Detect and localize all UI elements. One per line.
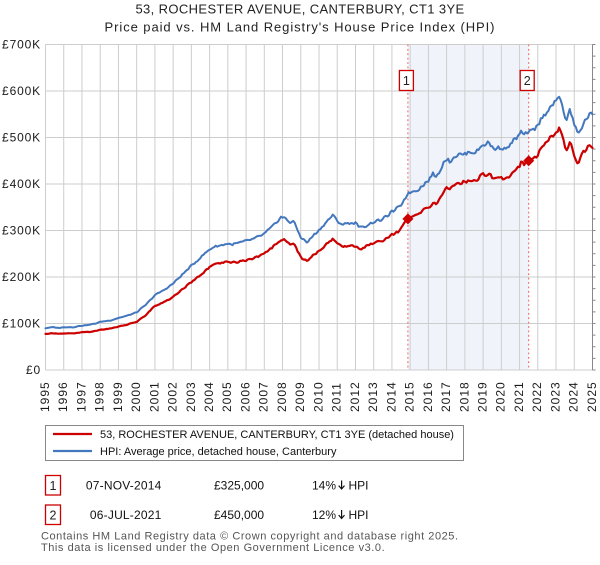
svg-text:2021: 2021 [512, 381, 526, 412]
svg-text:HPI: Average price, detached h: HPI: Average price, detached house, Cant… [100, 446, 337, 458]
svg-text:£450,000: £450,000 [214, 508, 264, 522]
svg-text:2016: 2016 [421, 381, 435, 412]
svg-text:£600K: £600K [2, 84, 41, 98]
svg-text:2000: 2000 [129, 381, 143, 412]
svg-text:This data is licensed under th: This data is licensed under the Open Gov… [41, 542, 385, 554]
svg-text:2003: 2003 [184, 381, 198, 412]
svg-text:Price paid vs. HM Land Registr: Price paid vs. HM Land Registry's House … [105, 20, 496, 35]
svg-text:1997: 1997 [74, 381, 88, 412]
svg-text:£300K: £300K [2, 224, 41, 238]
svg-text:2025: 2025 [585, 381, 599, 412]
svg-text:07-NOV-2014: 07-NOV-2014 [86, 479, 162, 493]
svg-text:2019: 2019 [476, 381, 490, 412]
svg-text:2015: 2015 [403, 381, 417, 412]
svg-text:£200K: £200K [2, 270, 41, 284]
svg-text:£400K: £400K [2, 177, 41, 191]
svg-text:2007: 2007 [257, 381, 271, 412]
svg-text:£325,000: £325,000 [214, 479, 264, 493]
svg-text:2014: 2014 [384, 381, 398, 412]
svg-text:1995: 1995 [38, 381, 52, 412]
svg-text:2008: 2008 [275, 381, 289, 412]
svg-text:1: 1 [403, 74, 410, 88]
svg-text:£500K: £500K [2, 131, 41, 145]
svg-text:2001: 2001 [147, 381, 161, 412]
svg-text:1: 1 [50, 479, 57, 493]
svg-text:2005: 2005 [220, 381, 234, 412]
svg-text:1996: 1996 [56, 381, 70, 412]
svg-text:2: 2 [50, 509, 57, 523]
svg-text:2018: 2018 [457, 381, 471, 412]
svg-text:2002: 2002 [166, 381, 180, 412]
svg-text:£0: £0 [26, 363, 41, 377]
svg-text:1999: 1999 [111, 381, 125, 412]
svg-text:2023: 2023 [548, 381, 562, 412]
svg-text:2004: 2004 [202, 381, 216, 412]
svg-text:06-JUL-2021: 06-JUL-2021 [90, 508, 162, 522]
svg-text:2012: 2012 [348, 381, 362, 412]
svg-text:2010: 2010 [311, 381, 325, 412]
svg-text:£700K: £700K [2, 38, 41, 52]
svg-text:12%: 12% [312, 508, 336, 522]
svg-text:£100K: £100K [2, 317, 41, 331]
svg-text:2006: 2006 [239, 381, 253, 412]
svg-text:2: 2 [524, 74, 531, 88]
svg-text:2011: 2011 [330, 382, 344, 412]
svg-text:53, ROCHESTER AVENUE, CANTERBU: 53, ROCHESTER AVENUE, CANTERBURY, CT1 3Y… [135, 2, 464, 17]
svg-text:2024: 2024 [567, 381, 581, 412]
svg-text:1998: 1998 [93, 381, 107, 412]
svg-text:HPI: HPI [349, 508, 369, 522]
svg-text:53, ROCHESTER AVENUE, CANTERBU: 53, ROCHESTER AVENUE, CANTERBURY, CT1 3Y… [100, 429, 454, 441]
svg-text:2009: 2009 [293, 381, 307, 412]
svg-text:Contains HM Land Registry data: Contains HM Land Registry data © Crown c… [41, 531, 459, 543]
svg-text:2022: 2022 [530, 381, 544, 412]
svg-text:2017: 2017 [439, 381, 453, 412]
svg-text:2013: 2013 [366, 381, 380, 412]
svg-text:14%: 14% [312, 479, 336, 493]
svg-text:HPI: HPI [349, 479, 369, 493]
svg-text:2020: 2020 [494, 381, 508, 412]
